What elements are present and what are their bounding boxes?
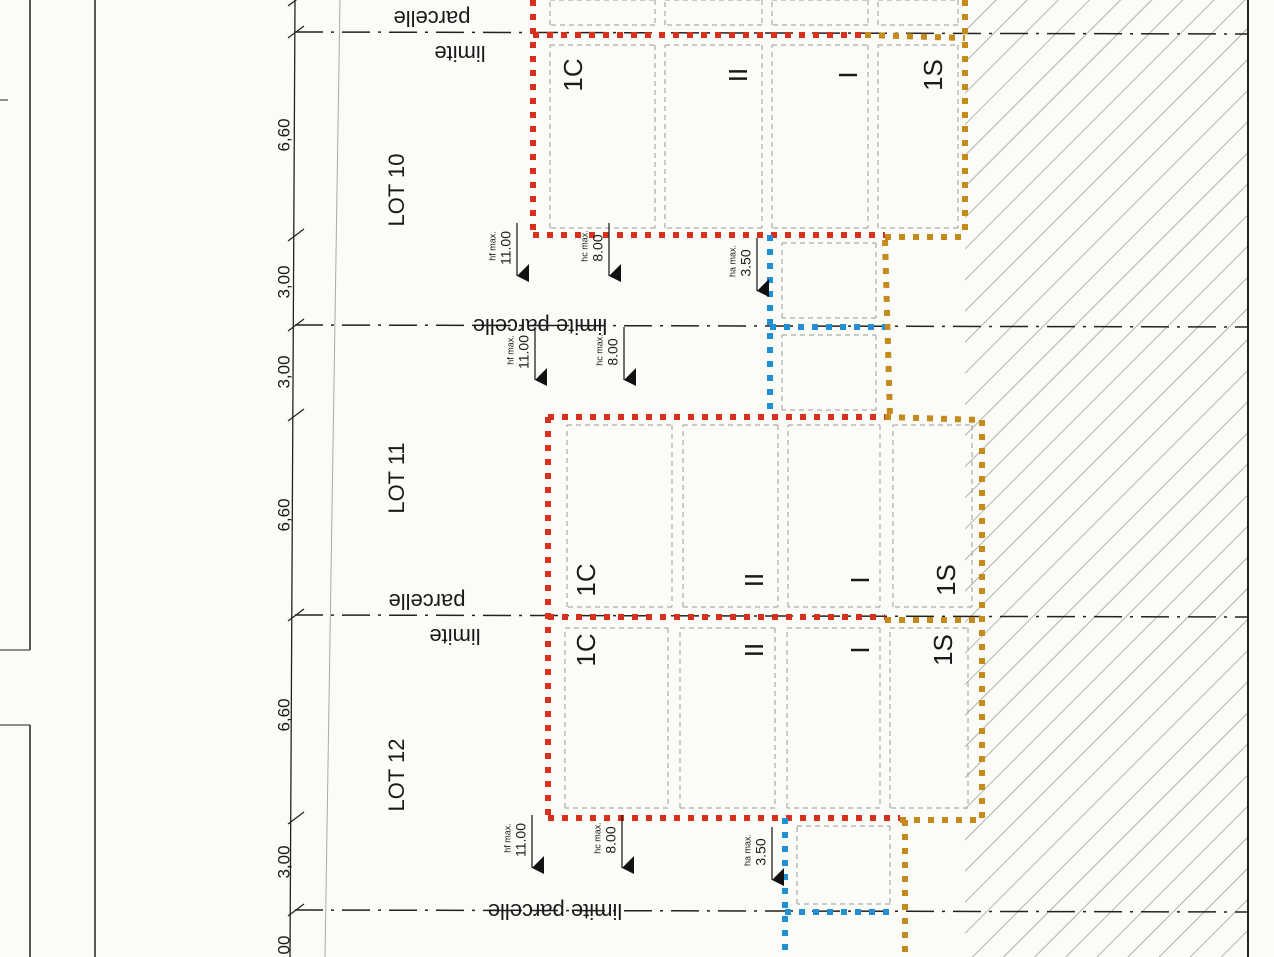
height-arrow xyxy=(624,368,636,386)
hatched-zone xyxy=(965,0,1248,957)
room-label: II xyxy=(739,573,769,587)
dimension-tick xyxy=(287,228,305,242)
height-value: 11.00 xyxy=(516,335,532,369)
room-label: II xyxy=(739,643,769,657)
height-arrow xyxy=(757,279,769,297)
dimension-label: 6,60 xyxy=(274,698,293,731)
height-value: 8.00 xyxy=(590,234,606,261)
room-label: 1S xyxy=(918,59,948,91)
room-label: 1S xyxy=(928,634,958,666)
dimension-label: 6,60 xyxy=(274,498,293,531)
zone-boundary xyxy=(884,414,983,423)
height-value: 11.00 xyxy=(513,823,529,857)
height-arrow xyxy=(532,856,544,874)
dimension-tick xyxy=(287,25,305,39)
dimension-tick xyxy=(287,408,305,422)
room-label: II xyxy=(723,68,753,82)
height-arrow xyxy=(535,368,547,386)
room-label: I xyxy=(845,576,875,583)
height-arrow xyxy=(609,264,621,282)
limit-label: parcelle xyxy=(388,589,465,614)
parcel-line xyxy=(294,614,1249,618)
height-label: hc max. xyxy=(594,334,604,366)
room-label: 1C xyxy=(558,58,588,91)
dimension-label: 3,00 xyxy=(274,355,293,388)
dimension-label: 6,60 xyxy=(274,118,293,151)
lot-label: LOT 12 xyxy=(384,739,409,812)
height-value: 3.50 xyxy=(738,249,754,276)
height-arrow xyxy=(622,856,634,874)
dimension-tick xyxy=(287,903,305,917)
room-label: 1C xyxy=(571,563,601,596)
limit-label: parcelle xyxy=(393,6,470,31)
lot-label: LOT 10 xyxy=(384,154,409,227)
room-label: I xyxy=(845,646,875,653)
height-arrow xyxy=(772,868,784,886)
height-value: 11.00 xyxy=(498,231,514,265)
height-label: hf max. xyxy=(502,823,512,853)
height-label: hc max. xyxy=(592,822,602,854)
dimension-tick xyxy=(287,318,305,332)
height-label: ha max. xyxy=(742,834,752,866)
limit-label: limite parcelle xyxy=(473,314,608,339)
dimension-label: 3,00 xyxy=(274,845,293,878)
limit-label: limite xyxy=(429,624,480,649)
dimension-tick xyxy=(287,0,298,7)
height-value: 8.00 xyxy=(605,338,621,365)
limit-label: limite xyxy=(434,41,485,66)
dimension-tick xyxy=(287,608,305,622)
dimension-label: 00 xyxy=(274,936,293,955)
lot-label: LOT 11 xyxy=(384,442,409,513)
dimension-line xyxy=(289,0,296,957)
zone-boundary xyxy=(864,32,966,41)
height-arrow xyxy=(517,264,529,282)
height-value: 3.50 xyxy=(753,838,769,865)
limit-label: limite parcelle xyxy=(488,899,623,924)
height-label: hf max. xyxy=(487,231,497,261)
height-label: hc max. xyxy=(579,230,589,262)
frame-line xyxy=(324,0,341,957)
zone-boundary xyxy=(882,239,893,418)
room-label: 1C xyxy=(571,633,601,666)
height-label: ha max. xyxy=(727,245,737,277)
height-label: hf max. xyxy=(505,335,515,365)
parcel-line xyxy=(294,909,1249,913)
height-value: 8.00 xyxy=(603,826,619,853)
dimension-tick xyxy=(287,811,305,825)
room-label: 1S xyxy=(931,564,961,596)
dimension-label: 3,00 xyxy=(274,265,293,298)
room-label: I xyxy=(833,71,863,78)
